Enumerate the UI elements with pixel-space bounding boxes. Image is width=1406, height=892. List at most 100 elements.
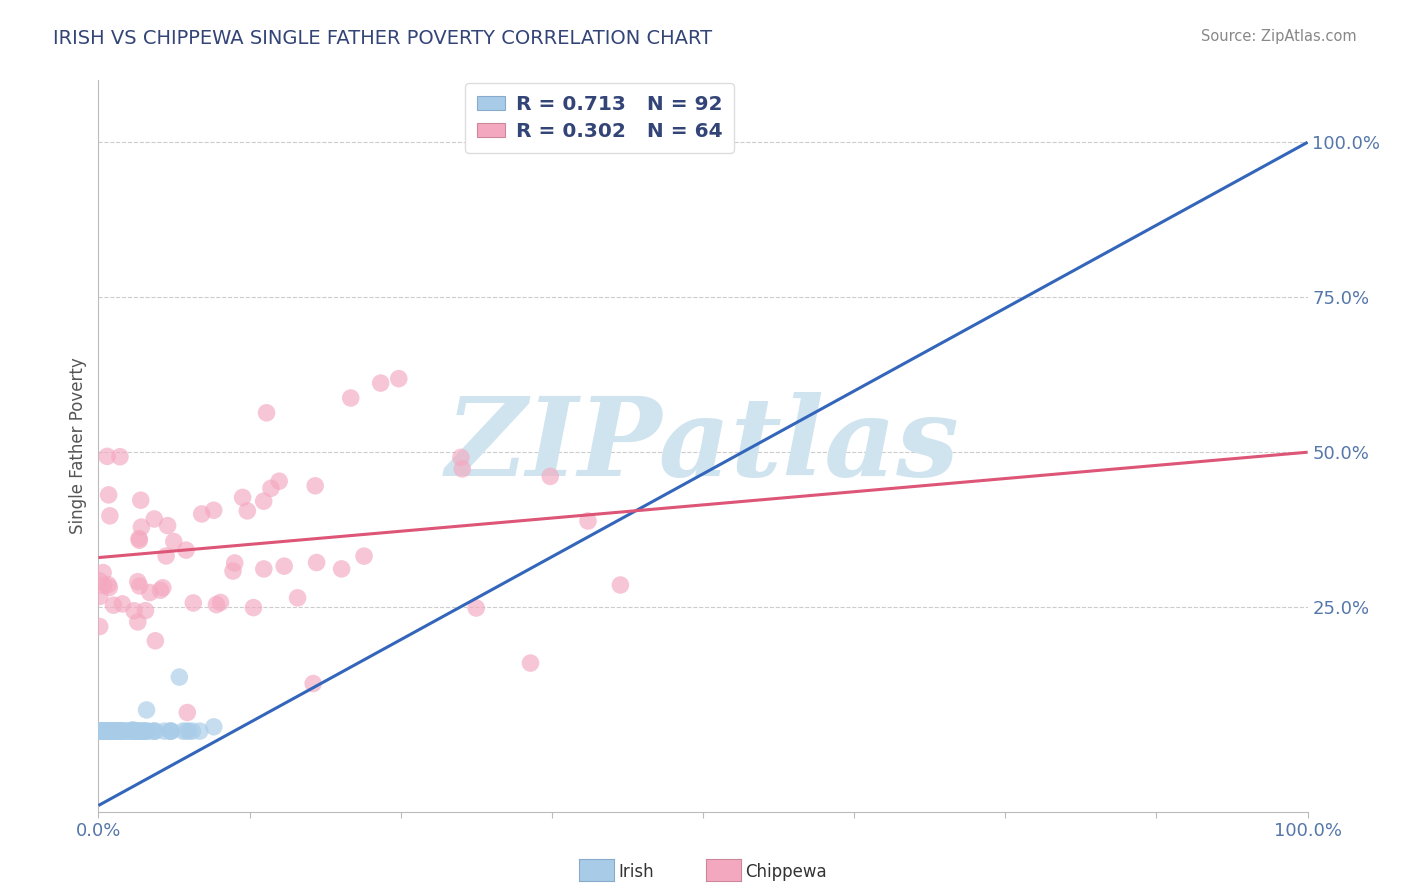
Point [143, 512, 166, 526]
Point [96, 450, 118, 464]
Point [135, 703, 157, 717]
Point [107, 724, 129, 739]
Point [89, 724, 111, 739]
Point [110, 724, 132, 739]
Legend: R = 0.713   N = 92, R = 0.302   N = 64: R = 0.713 N = 92, R = 0.302 N = 64 [465, 83, 734, 153]
Point [153, 724, 176, 739]
Point [104, 724, 127, 739]
Text: ZIPatlas: ZIPatlas [446, 392, 960, 500]
Point [177, 724, 200, 739]
Point [188, 724, 211, 739]
Point [91, 566, 114, 580]
Point [100, 724, 122, 739]
Point [129, 493, 152, 508]
Point [174, 724, 197, 739]
Point [576, 514, 599, 528]
Point [149, 583, 172, 598]
Point [124, 724, 146, 739]
Point [160, 724, 183, 739]
Point [108, 450, 131, 464]
Point [98, 724, 121, 739]
Point [129, 724, 152, 739]
Point [97, 724, 120, 739]
Point [132, 724, 155, 739]
Point [202, 720, 225, 734]
Point [142, 724, 165, 739]
Point [91, 724, 114, 739]
Point [111, 724, 134, 739]
Point [181, 724, 204, 739]
Point [105, 724, 128, 739]
Point [97, 724, 120, 739]
Point [125, 724, 148, 739]
Point [114, 724, 136, 739]
Point [93, 579, 115, 593]
Point [89, 590, 111, 604]
Point [107, 724, 129, 739]
Point [108, 724, 131, 739]
Point [370, 376, 392, 390]
Text: Chippewa: Chippewa [745, 863, 827, 881]
Point [89, 724, 111, 739]
Point [105, 724, 128, 739]
Point [287, 591, 309, 605]
Point [260, 481, 283, 495]
Point [89, 724, 111, 739]
Point [108, 724, 131, 739]
Point [172, 724, 194, 739]
Text: Irish: Irish [619, 863, 654, 881]
Point [128, 532, 150, 546]
Point [122, 724, 145, 739]
Point [125, 724, 148, 739]
Point [305, 556, 328, 570]
Point [269, 474, 291, 488]
Point [111, 724, 134, 739]
Point [101, 724, 124, 739]
Point [100, 724, 122, 739]
Point [132, 724, 155, 739]
Point [110, 724, 132, 739]
Point [160, 724, 183, 739]
Point [105, 724, 128, 739]
Point [538, 469, 561, 483]
Point [128, 579, 150, 593]
Point [104, 724, 127, 739]
Point [91, 724, 114, 739]
Point [104, 724, 127, 739]
Point [353, 549, 375, 563]
Point [105, 724, 128, 739]
Point [91, 724, 114, 739]
Point [128, 533, 150, 548]
Point [90, 724, 112, 739]
Point [90, 724, 112, 739]
Point [242, 600, 264, 615]
Point [98, 581, 121, 595]
Point [94, 724, 117, 739]
Y-axis label: Single Father Poverty: Single Father Poverty [69, 358, 87, 534]
Point [112, 724, 135, 739]
Point [105, 724, 128, 739]
Point [128, 724, 150, 739]
Point [90, 724, 112, 739]
Point [519, 656, 541, 670]
Point [122, 604, 145, 618]
Point [155, 549, 177, 563]
Point [339, 391, 361, 405]
Point [107, 724, 129, 739]
Point [97, 577, 120, 591]
Point [96, 724, 118, 739]
Point [98, 508, 121, 523]
Point [304, 479, 326, 493]
Point [143, 724, 166, 739]
Point [89, 724, 111, 739]
Point [152, 581, 174, 595]
Point [108, 724, 131, 739]
Point [205, 598, 228, 612]
Point [110, 724, 132, 739]
Point [127, 574, 149, 589]
Point [131, 520, 153, 534]
Point [131, 724, 153, 739]
Point [181, 596, 204, 610]
Point [253, 562, 276, 576]
Point [110, 724, 132, 739]
